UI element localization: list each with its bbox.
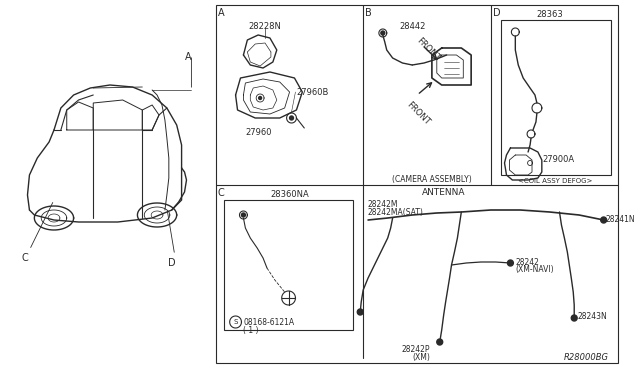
Text: 27900A: 27900A <box>543 155 575 164</box>
Text: 28442: 28442 <box>399 22 426 31</box>
Text: 28242: 28242 <box>515 258 539 267</box>
Polygon shape <box>381 31 385 35</box>
Text: 27960: 27960 <box>245 128 271 137</box>
Text: C: C <box>218 188 225 198</box>
Text: B: B <box>365 8 372 18</box>
Text: 28242P: 28242P <box>401 345 430 354</box>
Text: (XM-NAVI): (XM-NAVI) <box>515 265 554 274</box>
Text: A: A <box>218 8 225 18</box>
Text: 28360NA: 28360NA <box>270 190 309 199</box>
Polygon shape <box>259 96 262 99</box>
Text: (CAMERA ASSEMBLY): (CAMERA ASSEMBLY) <box>392 175 472 184</box>
Polygon shape <box>572 315 577 321</box>
Text: ANTENNA: ANTENNA <box>422 188 465 197</box>
Text: 28241N: 28241N <box>605 215 636 224</box>
Text: 28242MA(SAT): 28242MA(SAT) <box>367 208 423 217</box>
Text: <COIL ASSY DEFOG>: <COIL ASSY DEFOG> <box>518 178 593 184</box>
Polygon shape <box>436 339 443 345</box>
Bar <box>224 200 353 330</box>
Text: 28243N: 28243N <box>577 312 607 321</box>
Polygon shape <box>241 213 245 217</box>
Polygon shape <box>357 309 363 315</box>
Text: 27960B: 27960B <box>296 88 329 97</box>
Text: R28000BG: R28000BG <box>564 353 609 362</box>
Bar <box>500 20 611 175</box>
Text: ( 1 ): ( 1 ) <box>243 326 258 335</box>
Polygon shape <box>601 217 607 223</box>
Text: D: D <box>493 8 500 18</box>
Text: 28363: 28363 <box>536 10 563 19</box>
Polygon shape <box>508 260 513 266</box>
Text: A: A <box>185 52 192 62</box>
Text: 28228N: 28228N <box>248 22 282 31</box>
Text: 08168-6121A: 08168-6121A <box>243 318 294 327</box>
Polygon shape <box>289 116 294 120</box>
Text: FRONT: FRONT <box>414 36 441 63</box>
Text: FRONT: FRONT <box>404 100 431 127</box>
Text: C: C <box>21 253 28 263</box>
Text: (XM): (XM) <box>412 353 430 362</box>
Text: S: S <box>234 319 238 325</box>
Text: 28242M: 28242M <box>367 200 397 209</box>
Bar <box>216 5 618 363</box>
Text: D: D <box>168 258 175 268</box>
